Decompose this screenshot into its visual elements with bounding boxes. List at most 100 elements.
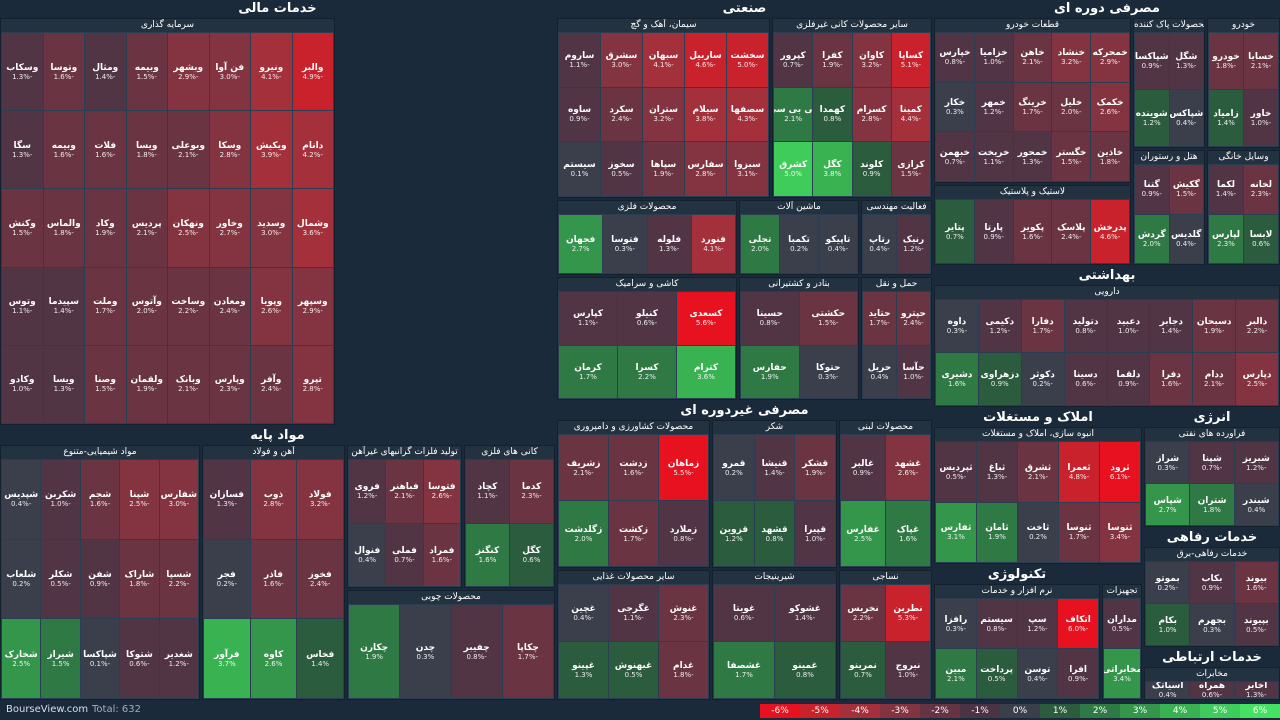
stock-tile[interactable]: سبزوا -3.1% [727, 142, 768, 196]
stock-tile[interactable]: دتولید -0.8% [1064, 300, 1107, 352]
stock-tile[interactable]: غمینو 0.8% [775, 642, 835, 698]
stock-tile[interactable]: شپاکسا -0.1% [80, 619, 120, 698]
stock-tile[interactable]: تجلی 2.0% [741, 215, 779, 273]
stock-tile[interactable]: وسکا -2.8% [209, 111, 250, 189]
stock-tile[interactable]: شپاس 2.7% [1146, 484, 1190, 525]
group-title[interactable]: کاشی و سرامیک [558, 278, 736, 291]
stock-tile[interactable]: مبین 2.1% [936, 649, 976, 698]
stock-tile[interactable]: ثپردیس -0.5% [936, 442, 976, 502]
stock-tile[interactable]: نبروج -1.0% [886, 642, 930, 698]
stock-tile[interactable]: حفارس 1.9% [741, 345, 799, 398]
stock-tile[interactable]: خاور -1.0% [1244, 90, 1278, 146]
stock-tile[interactable]: غویتا -0.6% [714, 585, 774, 641]
stock-tile[interactable]: فنوال 0.4% [349, 523, 386, 586]
group-title[interactable]: نرم افزار و خدمات [935, 585, 1099, 598]
stock-tile[interactable]: کسرام -2.8% [852, 87, 891, 142]
stock-tile[interactable]: کدما -2.3% [510, 460, 553, 523]
stock-tile[interactable]: وتوسا -1.6% [43, 33, 84, 111]
stock-tile[interactable]: کگل 3.8% [813, 142, 852, 196]
stock-tile[interactable]: سپ -1.2% [1017, 599, 1058, 648]
stock-tile[interactable]: قپیرا -1.0% [795, 501, 835, 566]
stock-tile[interactable]: کرازی -1.5% [891, 142, 930, 196]
stock-tile[interactable]: فملی -0.7% [386, 523, 423, 586]
group-title[interactable]: فراورده های نفتی [1145, 428, 1279, 441]
stock-tile[interactable]: سفارس -2.8% [685, 142, 726, 196]
stock-tile[interactable]: دزهراوی 0.9% [978, 353, 1021, 405]
stock-tile[interactable]: اسیاتک 0.4% [1146, 682, 1190, 698]
stock-tile[interactable]: توسن -0.4% [1017, 649, 1058, 698]
stock-tile[interactable]: کسعدی -5.6% [677, 292, 735, 345]
stock-tile[interactable]: ولقمان -1.9% [126, 345, 167, 423]
stock-tile[interactable]: غچین -0.4% [559, 585, 608, 641]
stock-tile[interactable]: پارتا -0.9% [974, 200, 1013, 263]
stock-tile[interactable]: کلوند 0.9% [852, 142, 891, 196]
stock-tile[interactable]: کساپا -5.1% [891, 33, 930, 87]
stock-tile[interactable]: شیراز 1.5% [41, 619, 80, 698]
stock-tile[interactable]: کچاد -1.1% [466, 460, 509, 523]
stock-tile[interactable]: کاوه 2.6% [250, 619, 297, 698]
group-title[interactable]: آهن و فولاد [203, 446, 344, 459]
stock-tile[interactable]: وشمال -3.6% [292, 189, 333, 267]
stock-tile[interactable]: غپینو 1.3% [559, 642, 608, 698]
stock-tile[interactable]: فاذر -1.6% [250, 539, 297, 619]
stock-tile[interactable]: بموتو -0.2% [1146, 562, 1190, 603]
stock-tile[interactable]: رنیک -1.2% [897, 215, 930, 273]
stock-tile[interactable]: فخاس 1.4% [297, 619, 343, 698]
stock-tile[interactable]: سبهان -4.1% [643, 33, 684, 87]
stock-tile[interactable]: کی بی سی2.1% [774, 87, 813, 142]
group-title[interactable]: سرمایه گذاری [1, 19, 334, 32]
stock-tile[interactable]: فتوسا -0.3% [603, 215, 647, 273]
stock-tile[interactable]: شوینده 1.2% [1135, 90, 1169, 146]
stock-tile[interactable]: دسینا -0.6% [1064, 353, 1107, 405]
stock-tile[interactable]: فنورد -4.1% [691, 215, 735, 273]
stock-tile[interactable]: زشریف -2.1% [559, 435, 608, 500]
stock-tile[interactable]: وبشهر -2.9% [168, 33, 209, 111]
stock-tile[interactable]: شخارک 2.5% [2, 619, 41, 698]
stock-tile[interactable]: سصفها -4.3% [727, 87, 768, 142]
stock-tile[interactable]: اخابر -1.3% [1234, 682, 1278, 698]
sector-title[interactable]: بهداشتی [1078, 268, 1136, 283]
stock-tile[interactable]: وپویا -2.6% [251, 267, 292, 345]
stock-tile[interactable]: ثعمرا -4.8% [1059, 442, 1099, 502]
stock-tile[interactable]: مداران -0.5% [1104, 599, 1140, 648]
stock-tile[interactable]: کنگنز 1.6% [466, 523, 509, 586]
stock-tile[interactable]: شپاکسا -0.9% [1135, 33, 1169, 89]
stock-tile[interactable]: سگا -1.3% [2, 111, 43, 189]
stock-tile[interactable]: خرینگ -1.7% [1013, 82, 1052, 132]
stock-tile[interactable]: زدشت -1.6% [609, 435, 658, 500]
stock-tile[interactable]: کگل 0.6% [510, 523, 553, 586]
group-title[interactable]: سایر محصولات کانی غیرفلزی [773, 19, 931, 32]
group-title[interactable]: خودرو [1208, 19, 1279, 32]
stock-tile[interactable]: دلقما -0.9% [1107, 353, 1150, 405]
stock-tile[interactable]: دشیری 1.6% [936, 353, 978, 405]
sector-title[interactable]: مصرفی دوره ای [1054, 1, 1160, 16]
stock-tile[interactable]: غشهد -2.6% [886, 435, 930, 500]
group-title[interactable]: محصولات فلزی [558, 201, 736, 214]
stock-tile[interactable]: سیستم 0.1% [559, 142, 600, 196]
stock-tile[interactable]: حآسا -1.0% [897, 345, 930, 398]
stock-tile[interactable]: خریخت -1.1% [974, 132, 1013, 181]
stock-tile[interactable]: فولاد -3.2% [297, 460, 343, 539]
stock-tile[interactable]: شفارس -3.0% [159, 460, 198, 539]
stock-tile[interactable]: شبندر 0.4% [1234, 484, 1278, 525]
stock-tile[interactable]: خمحور -1.3% [1013, 132, 1052, 181]
stock-tile[interactable]: شپاکس -0.4% [1169, 90, 1203, 146]
group-title[interactable]: شیرینیجات [713, 571, 836, 584]
stock-tile[interactable]: ددام -2.1% [1193, 353, 1236, 405]
stock-tile[interactable]: سیستم -0.8% [976, 599, 1017, 648]
stock-tile[interactable]: کسرا 2.2% [618, 345, 676, 398]
stock-tile[interactable]: همراه -0.6% [1190, 682, 1234, 698]
sector-title[interactable]: مصرفی غیردوره ای [680, 403, 809, 418]
stock-tile[interactable]: وسدید -3.0% [251, 189, 292, 267]
stock-tile[interactable]: چکاپا -1.7% [502, 605, 553, 698]
stock-tile[interactable]: ثرود -6.1% [1100, 442, 1140, 502]
stock-tile[interactable]: بپیوند -0.5% [1234, 604, 1278, 645]
group-title[interactable]: مواد شیمیایی-متنوع [1, 446, 199, 459]
stock-tile[interactable]: کهمدا 0.8% [813, 87, 852, 142]
stock-tile[interactable]: حسینا -0.8% [741, 292, 799, 345]
stock-tile[interactable]: قنیشا -1.4% [754, 435, 795, 500]
group-title[interactable]: کانی های فلزی [465, 446, 554, 459]
stock-tile[interactable]: شسپا -2.2% [159, 539, 198, 619]
stock-tile[interactable]: بجهرم 0.3% [1190, 604, 1234, 645]
stock-tile[interactable]: زملارد -0.8% [659, 501, 708, 566]
